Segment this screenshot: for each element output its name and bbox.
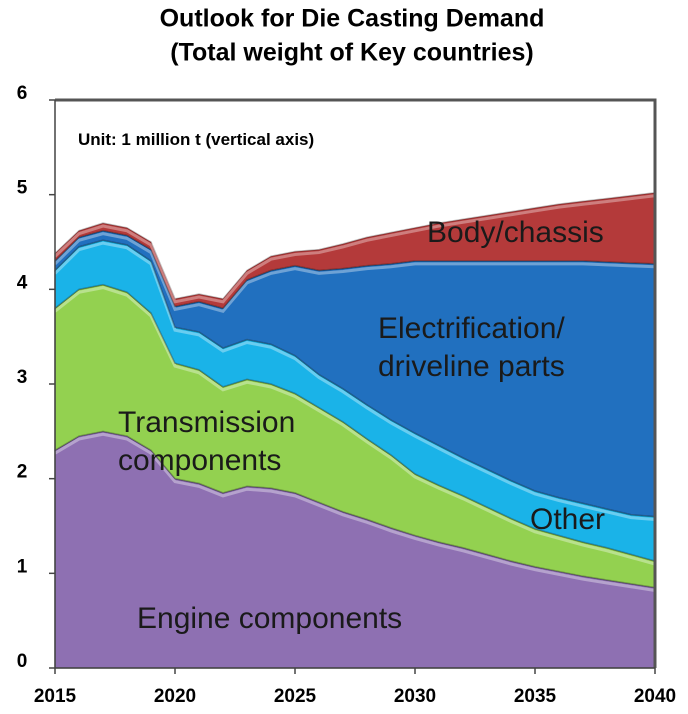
series-label: Electrification/ driveline parts bbox=[378, 312, 565, 383]
area-highlight bbox=[54, 432, 656, 593]
series-label: Other bbox=[530, 503, 606, 536]
y-tick-label: 3 bbox=[17, 367, 28, 388]
x-tick-label: 2030 bbox=[394, 686, 436, 707]
y-tick-label: 0 bbox=[17, 651, 28, 672]
series-label: Engine components bbox=[137, 602, 403, 635]
chart-title: Outlook for Die Casting Demand bbox=[160, 5, 545, 33]
annotation: Unit: 1 million t (vertical axis) bbox=[78, 130, 315, 149]
x-tick-label: 2015 bbox=[34, 686, 77, 707]
x-tick-label: 2040 bbox=[634, 686, 676, 707]
y-tick-label: 1 bbox=[17, 556, 28, 577]
area-highlight bbox=[54, 286, 656, 566]
x-tick-label: 2025 bbox=[274, 686, 317, 707]
series-label: Body/chassis bbox=[427, 216, 604, 249]
series-label: Transmission components bbox=[118, 406, 296, 477]
y-tick-label: 2 bbox=[17, 462, 28, 483]
chart-title: (Total weight of Key countries) bbox=[170, 39, 533, 67]
x-tick-label: 2020 bbox=[154, 686, 196, 707]
plot-frame bbox=[55, 98, 657, 668]
area-highlight bbox=[53, 232, 656, 313]
y-tick-label: 4 bbox=[17, 272, 28, 293]
x-tick-label: 2035 bbox=[514, 686, 557, 707]
area-highlight bbox=[53, 194, 656, 304]
y-tick-label: 6 bbox=[17, 83, 28, 104]
y-tick-label: 5 bbox=[17, 178, 28, 199]
area-highlight bbox=[53, 241, 656, 522]
